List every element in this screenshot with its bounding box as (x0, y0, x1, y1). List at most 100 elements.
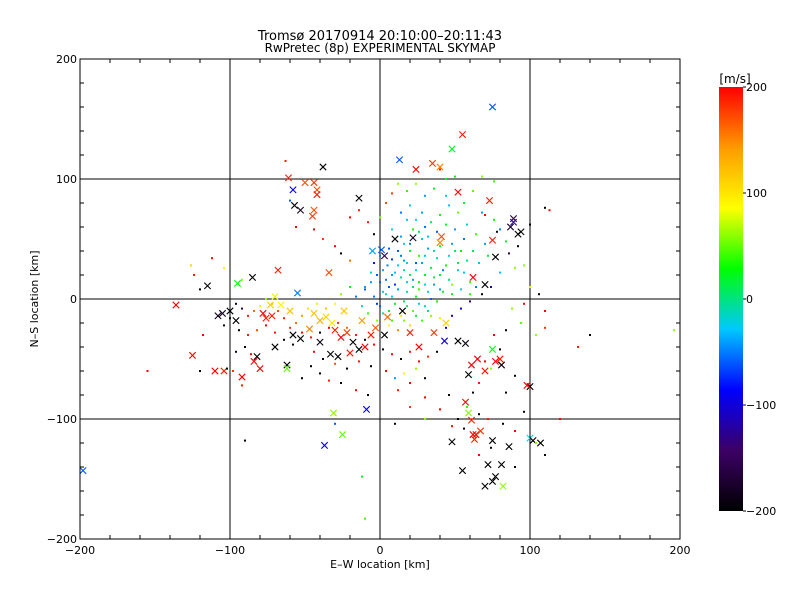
scatter-dot-marker (466, 223, 468, 226)
scatter-x-marker (412, 165, 420, 173)
scatter-dot-marker (394, 271, 396, 274)
scatter-dot-marker (511, 307, 513, 310)
scatter-dot-marker (379, 254, 381, 257)
scatter-x-marker (355, 194, 363, 202)
scatter-dot-marker (472, 250, 474, 252)
scatter-dot-marker (559, 418, 561, 420)
scatter-dot-marker (412, 228, 414, 231)
scatter-x-marker (214, 312, 222, 320)
scatter-dot-marker (433, 250, 435, 252)
scatter-dot-marker (349, 259, 351, 262)
scatter-dot-marker (415, 182, 417, 185)
scatter-dot-marker (289, 326, 291, 329)
scatter-dot-marker (202, 334, 204, 336)
scatter-x-marker (497, 361, 506, 369)
scatter-dot-marker (256, 329, 258, 332)
scatter-dot-marker (385, 278, 387, 281)
scatter-x-marker (268, 312, 276, 320)
scatter-x-marker (491, 357, 500, 365)
scatter-dot-marker (397, 182, 399, 185)
scatter-dot-marker (442, 269, 444, 272)
scatter-dot-marker (424, 377, 426, 380)
scatter-dot-marker (424, 226, 426, 228)
x-tick-label: 0 (377, 544, 384, 557)
scatter-dot-marker (364, 338, 366, 341)
scatter-x-marker (485, 197, 494, 205)
scatter-dot-marker (448, 394, 450, 396)
scatter-x-marker (509, 218, 518, 226)
scatter-x-marker (506, 223, 515, 231)
scatter-dot-marker (190, 264, 192, 267)
y-tick-label: 100 (56, 173, 77, 186)
scatter-dot-marker (247, 314, 249, 317)
scatter-dot-marker (406, 190, 408, 192)
scatter-x-marker (467, 416, 476, 424)
scatter-dot-marker (283, 317, 285, 320)
scatter-dot-marker (445, 178, 447, 180)
scatter-dot-marker (244, 346, 246, 348)
scatter-dot-marker (478, 262, 480, 264)
scatter-x-marker (172, 301, 180, 309)
scatter-dot-marker (361, 305, 363, 308)
scatter-dot-marker (226, 367, 228, 370)
scatter-dot-marker (265, 324, 267, 327)
scatter-dot-marker (496, 230, 498, 233)
scatter-dot-marker (289, 199, 291, 202)
scatter-dot-marker (241, 278, 243, 281)
scatter-x-marker (391, 235, 399, 243)
scatter-x-marker (523, 381, 531, 389)
scatter-x-marker (253, 353, 261, 361)
scatter-x-marker (461, 339, 470, 347)
scatter-dot-marker (418, 302, 420, 305)
scatter-dot-marker (391, 295, 393, 298)
scatter-x-marker (289, 186, 297, 194)
scatter-dot-marker (478, 382, 480, 384)
scatter-dot-marker (391, 274, 393, 276)
scatter-dot-marker (421, 319, 423, 322)
scatter-x-marker (259, 309, 267, 317)
scatter-dot-marker (529, 223, 531, 226)
axis-ticks: −200 −100 0 100 200 −200 −100 0 100 200 (47, 53, 691, 557)
scatter-x-marker (349, 338, 357, 346)
scatter-x-marker (458, 467, 467, 475)
scatter-dot-marker (457, 418, 459, 420)
scatter-dot-marker (403, 269, 405, 272)
scatter-dot-marker (382, 348, 384, 351)
scatter-dot-marker (424, 283, 426, 286)
scatter-dot-marker (445, 194, 447, 197)
scatter-dot-marker (448, 204, 450, 207)
scatter-dot-marker (334, 302, 336, 305)
scatter-x-marker (484, 461, 492, 469)
scatter-dot-marker (340, 252, 342, 255)
scatter-dot-marker (325, 307, 327, 310)
scatter-dot-marker (478, 454, 480, 456)
scatter-x-marker (266, 301, 275, 309)
scatter-x-marker (232, 317, 240, 325)
scatter-dot-marker (421, 211, 423, 214)
scatter-dot-marker (439, 408, 441, 411)
scatter-dot-marker (475, 233, 477, 236)
scatter-dot-marker (451, 314, 453, 317)
scatter-x-marker (328, 319, 336, 327)
scatter-x-marker (491, 253, 500, 261)
scatter-dot-marker (514, 374, 516, 377)
scatter-dot-marker (313, 228, 315, 231)
scatter-dot-marker (391, 228, 393, 231)
scatter-dot-marker (391, 319, 393, 322)
scatter-dot-marker (436, 300, 438, 303)
scatter-dot-marker (487, 418, 489, 420)
scatter-x-marker (415, 343, 423, 351)
scatter-dot-marker (454, 228, 456, 231)
scatter-dot-marker (403, 300, 405, 303)
scatter-dot-marker (445, 264, 447, 267)
scatter-x-marker (329, 409, 338, 417)
scatter-x-marker (488, 345, 497, 353)
scatter-dot-marker (460, 250, 462, 252)
y-tick-label: 200 (56, 53, 77, 66)
scatter-dot-marker (406, 262, 408, 264)
scatter-dot-marker (397, 264, 399, 267)
scatter-dot-marker (388, 310, 390, 312)
y-tick-label: −100 (47, 413, 77, 426)
scatter-dot-marker (229, 317, 231, 320)
scatter-x-marker (469, 273, 477, 281)
